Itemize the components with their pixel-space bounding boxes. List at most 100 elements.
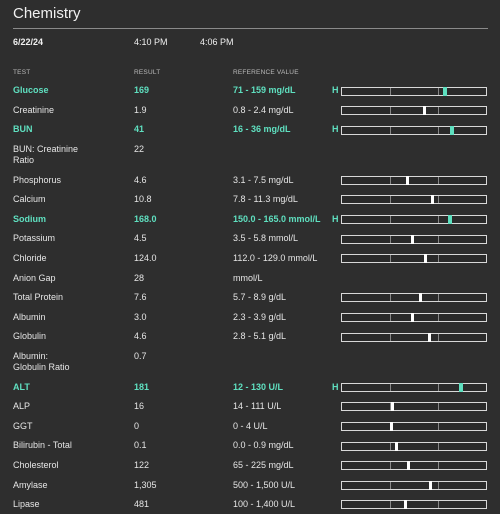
range-divider	[438, 423, 439, 430]
range-bar	[341, 441, 487, 451]
result-marker	[411, 313, 414, 323]
test-name: Phosphorus	[13, 174, 62, 185]
result-row: GGT 0 0 - 4 U/L	[0, 417, 500, 437]
result-marker	[447, 215, 452, 225]
date: 6/22/24	[13, 37, 44, 47]
range-bar	[341, 234, 487, 244]
reference: 65 - 225 mg/dL	[233, 459, 294, 470]
flag: H	[332, 381, 339, 392]
reference: 71 - 159 mg/dL	[233, 85, 296, 96]
range-bar	[341, 500, 487, 510]
result: 168.0	[134, 213, 157, 224]
test-name: Chloride	[13, 253, 47, 264]
range-bar	[341, 422, 487, 431]
result-row: BUN 41 16 - 36 mg/dL H	[0, 120, 500, 140]
range-divider	[438, 255, 439, 263]
result-marker	[407, 461, 411, 471]
result-marker	[431, 195, 435, 205]
range-divider	[390, 333, 391, 341]
result-row: Globulin 4.6 2.8 - 5.1 g/dL	[0, 327, 500, 347]
test-name: Amylase	[13, 479, 48, 490]
range-divider	[390, 176, 391, 184]
result-marker	[395, 441, 399, 451]
result-row: ALP 16 14 - 111 U/L	[0, 397, 500, 417]
result: 122	[134, 459, 150, 470]
result-marker	[390, 402, 394, 412]
reference: 3.1 - 7.5 mg/dL	[233, 174, 294, 185]
range-bar	[341, 332, 487, 342]
test-name: GGT	[13, 420, 33, 431]
result: 7.6	[134, 292, 147, 303]
result: 169	[134, 85, 150, 96]
test-name: Creatinine	[13, 104, 55, 115]
test-name: Anion Gap	[13, 272, 56, 283]
result: 1,305	[134, 479, 157, 490]
reference: mmol/L	[233, 272, 263, 283]
result-marker	[458, 382, 463, 392]
result-marker	[428, 480, 432, 490]
test-name: Sodium	[13, 213, 46, 224]
column-header: TEST	[13, 69, 31, 76]
test-name: Potassium	[13, 233, 56, 244]
flag: H	[332, 85, 339, 96]
range-bar	[341, 195, 487, 205]
range-divider	[438, 176, 439, 184]
range-divider	[390, 196, 391, 204]
result-row: Glucose 169 71 - 159 mg/dL H	[0, 81, 500, 101]
range-divider	[390, 216, 391, 224]
result: 28	[134, 272, 145, 283]
reference: 3.5 - 5.8 mmol/L	[233, 233, 299, 244]
range-divider	[438, 235, 439, 243]
range-divider	[390, 87, 391, 95]
title: Chemistry	[13, 5, 81, 22]
flag: H	[332, 124, 339, 135]
range-bar	[341, 106, 487, 116]
range-divider	[438, 196, 439, 204]
result-row: ALT 181 12 - 130 U/L H	[0, 377, 500, 397]
reference: 2.8 - 5.1 g/dL	[233, 331, 287, 342]
result-row: Chloride 124.0 112.0 - 129.0 mmol/L	[0, 249, 500, 269]
range-bar	[341, 125, 487, 135]
test-name: Glucose	[13, 85, 49, 96]
result-row: Albumin: Globulin Ratio 0.7	[0, 347, 500, 378]
result-marker	[450, 125, 454, 135]
range-divider	[390, 403, 391, 411]
reference: 112.0 - 129.0 mmol/L	[233, 253, 318, 264]
reference: 16 - 36 mg/dL	[233, 124, 291, 135]
range-divider	[390, 107, 391, 115]
range-divider	[438, 442, 439, 450]
test-name: Albumin	[13, 311, 46, 322]
result-marker	[410, 234, 414, 244]
result-row: BUN: Creatinine Ratio 22	[0, 140, 500, 171]
range-divider	[390, 442, 391, 450]
result: 41	[134, 124, 145, 135]
time: 4:06 PM	[200, 37, 234, 47]
reference: 500 - 1,500 U/L	[233, 479, 296, 490]
result-row: Albumin 3.0 2.3 - 3.9 g/dL	[0, 308, 500, 328]
result-marker	[418, 293, 422, 303]
range-divider	[390, 126, 391, 134]
result-row: Sodium 168.0 150.0 - 165.0 mmol/L H	[0, 210, 500, 230]
range-divider	[438, 107, 439, 115]
column-header: REFERENCE VALUE	[233, 69, 299, 76]
reference: 2.3 - 3.9 g/dL	[233, 311, 287, 322]
result: 481	[134, 499, 150, 510]
reference: 0.0 - 0.9 mg/dL	[233, 440, 294, 451]
result: 0	[134, 420, 140, 431]
result-row: Anion Gap 28 mmol/L	[0, 268, 500, 288]
reference: 5.7 - 8.9 g/dL	[233, 292, 287, 303]
result-row: Lipase 481 100 - 1,400 U/L	[0, 495, 500, 514]
time: 4:10 PM	[134, 37, 168, 47]
result-marker	[423, 254, 427, 264]
result: 16	[134, 401, 145, 412]
test-name: Lipase	[13, 499, 40, 510]
range-divider	[390, 383, 391, 391]
result-row: Potassium 4.5 3.5 - 5.8 mmol/L	[0, 229, 500, 249]
result: 4.6	[134, 174, 147, 185]
range-bar	[341, 382, 487, 392]
test-name: ALP	[13, 401, 31, 412]
reference: 7.8 - 11.3 mg/dL	[233, 194, 298, 205]
range-divider	[390, 501, 391, 509]
reference: 14 - 111 U/L	[233, 401, 282, 412]
